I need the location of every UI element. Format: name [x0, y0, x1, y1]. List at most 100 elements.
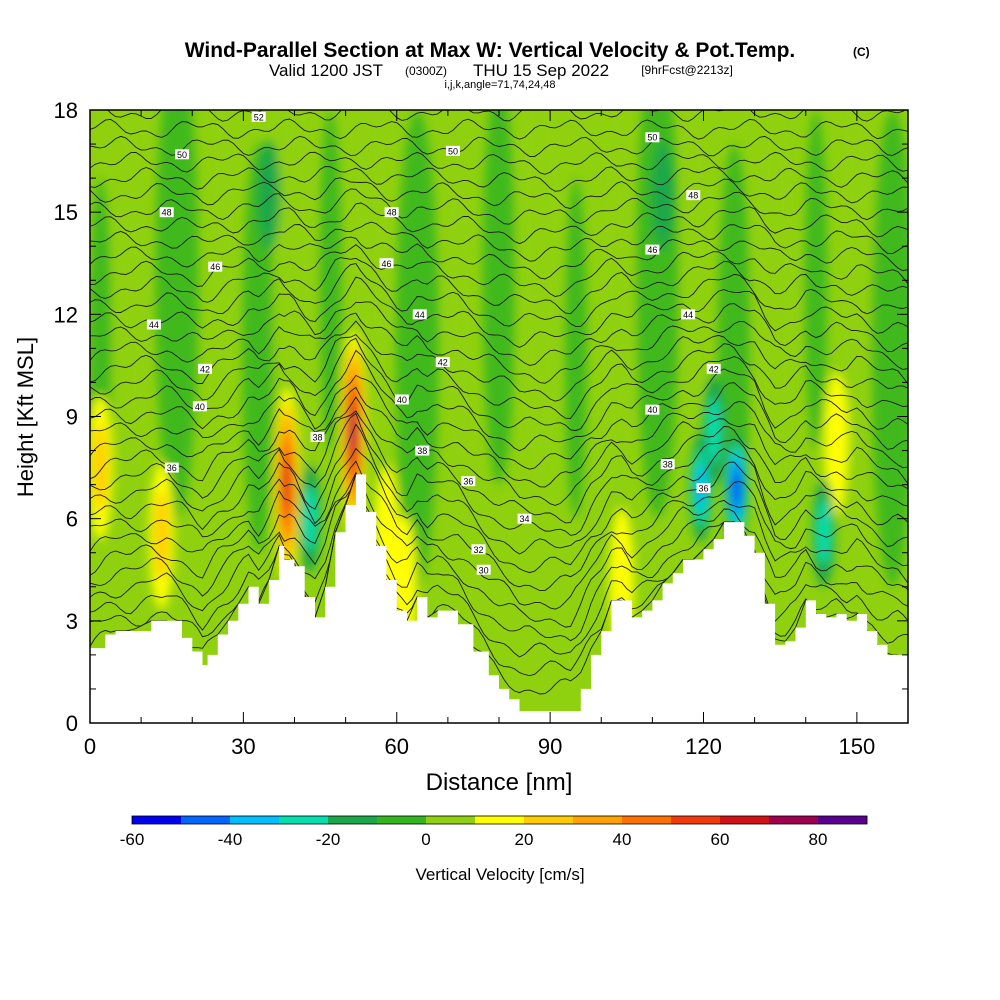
colorbar-swatch [328, 816, 378, 824]
theta-label: 32 [471, 544, 486, 555]
theta-label: 46 [379, 258, 394, 269]
theta-label-bg [192, 401, 207, 412]
theta-label: 50 [175, 149, 190, 160]
theta-label-text: 30 [479, 565, 489, 575]
theta-label-bg [706, 363, 721, 374]
theta-label: 38 [660, 459, 675, 470]
theta-label-bg [660, 459, 675, 470]
theta-label-text: 48 [387, 208, 397, 218]
theta-label-text: 38 [663, 460, 673, 470]
field-streak [804, 110, 828, 451]
updraft-core [283, 462, 290, 507]
x-axis-label: Distance [nm] [426, 769, 573, 796]
theta-label-bg [645, 132, 660, 143]
theta-label: 36 [461, 476, 476, 487]
theta-label: 46 [645, 244, 660, 255]
theta-label: 30 [476, 564, 491, 575]
theta-contour-line [90, 337, 908, 432]
y-tick-label: 0 [66, 711, 78, 736]
theta-contour-line [90, 410, 908, 524]
colorbar-frame [131, 815, 868, 825]
colorbar-tick-label: 80 [809, 830, 828, 849]
colorbar-swatch [230, 816, 280, 824]
theta-label-text: 40 [397, 395, 407, 405]
theta-label-bg [696, 483, 711, 494]
x-tick-label: 120 [685, 734, 722, 759]
updraft-core [92, 423, 108, 512]
theta-label-text: 48 [688, 191, 698, 201]
theta-label: 48 [686, 190, 701, 201]
theta-label-bg [471, 544, 486, 555]
theta-contour-line [90, 472, 908, 628]
valid-date: THU 15 Sep 2022 [473, 61, 609, 80]
theta-label-bg [146, 319, 161, 330]
theta-label-bg [645, 404, 660, 415]
field-streak [840, 110, 874, 451]
theta-label-text: 44 [149, 320, 159, 330]
field-streak [319, 110, 342, 451]
theta-label: 48 [159, 207, 174, 218]
theta-label-bg [445, 145, 460, 156]
plot-area: 52 50 50 50 48 48 48 46 46 46 44 44 44 42 42 42 40 40 40 38… [90, 110, 908, 723]
theta-contour-line [90, 276, 908, 348]
updraft-core [824, 372, 849, 516]
theta-label-bg [435, 357, 450, 368]
theta-label: 42 [706, 363, 721, 374]
theta-label-text: 34 [520, 514, 530, 524]
theta-contours [90, 110, 908, 695]
theta-label: 40 [394, 394, 409, 405]
colorbar-swatch [524, 816, 574, 824]
theta-label-bg [384, 207, 399, 218]
theta-label-bg [208, 261, 223, 272]
theta-label: 34 [517, 513, 532, 524]
theta-contour-line [90, 221, 908, 262]
theta-label-text: 46 [382, 259, 392, 269]
field-streak [636, 110, 679, 519]
colorbar-swatch [720, 816, 770, 824]
colorbar-swatch [475, 816, 525, 824]
theta-label-text: 40 [195, 402, 205, 412]
chart-title-units: (C) [853, 45, 870, 59]
downdraft-core [733, 473, 740, 503]
theta-contour-line [90, 471, 908, 610]
theta-label-text: 38 [417, 446, 427, 456]
theta-contour-line [90, 244, 908, 297]
field-streak [114, 110, 148, 519]
theta-label-bg [517, 513, 532, 524]
colorbar-tick-label: -40 [218, 830, 243, 849]
theta-label: 36 [164, 462, 179, 473]
theta-contour-line [90, 236, 908, 280]
x-tick-label: 60 [385, 734, 409, 759]
downdraft-core [706, 397, 721, 463]
theta-label: 40 [192, 401, 207, 412]
theta-contour-line [90, 349, 908, 452]
theta-label: 38 [310, 431, 325, 442]
theta-contour-line [107, 110, 906, 122]
theta-label-bg [412, 309, 427, 320]
x-tick-label: 150 [839, 734, 876, 759]
grid-indices: i,j,k,angle=71,74,24,48 [444, 79, 555, 91]
field-streak [682, 110, 705, 417]
y-tick-label: 12 [54, 302, 78, 327]
theta-contour-line [90, 188, 908, 225]
theta-label-text: 44 [683, 310, 693, 320]
theta-label-bg [394, 394, 409, 405]
theta-label: 44 [146, 319, 161, 330]
theta-label-text: 50 [647, 133, 657, 143]
theta-label-text: 50 [448, 146, 458, 156]
theta-contour-line [90, 263, 908, 327]
colorbar-swatch [181, 816, 231, 824]
theta-label-text: 44 [415, 310, 425, 320]
colorbar-swatch [573, 816, 623, 824]
y-tick-label: 15 [54, 200, 78, 225]
theta-contour-line [90, 301, 908, 366]
theta-label: 36 [696, 483, 711, 494]
updraft-core [350, 413, 356, 454]
forecast-info: [9hrFcst@2213z] [641, 63, 733, 77]
x-tick-label: 0 [84, 734, 96, 759]
theta-label-text: 36 [463, 477, 473, 487]
theta-label-bg [645, 244, 660, 255]
theta-label: 48 [384, 207, 399, 218]
